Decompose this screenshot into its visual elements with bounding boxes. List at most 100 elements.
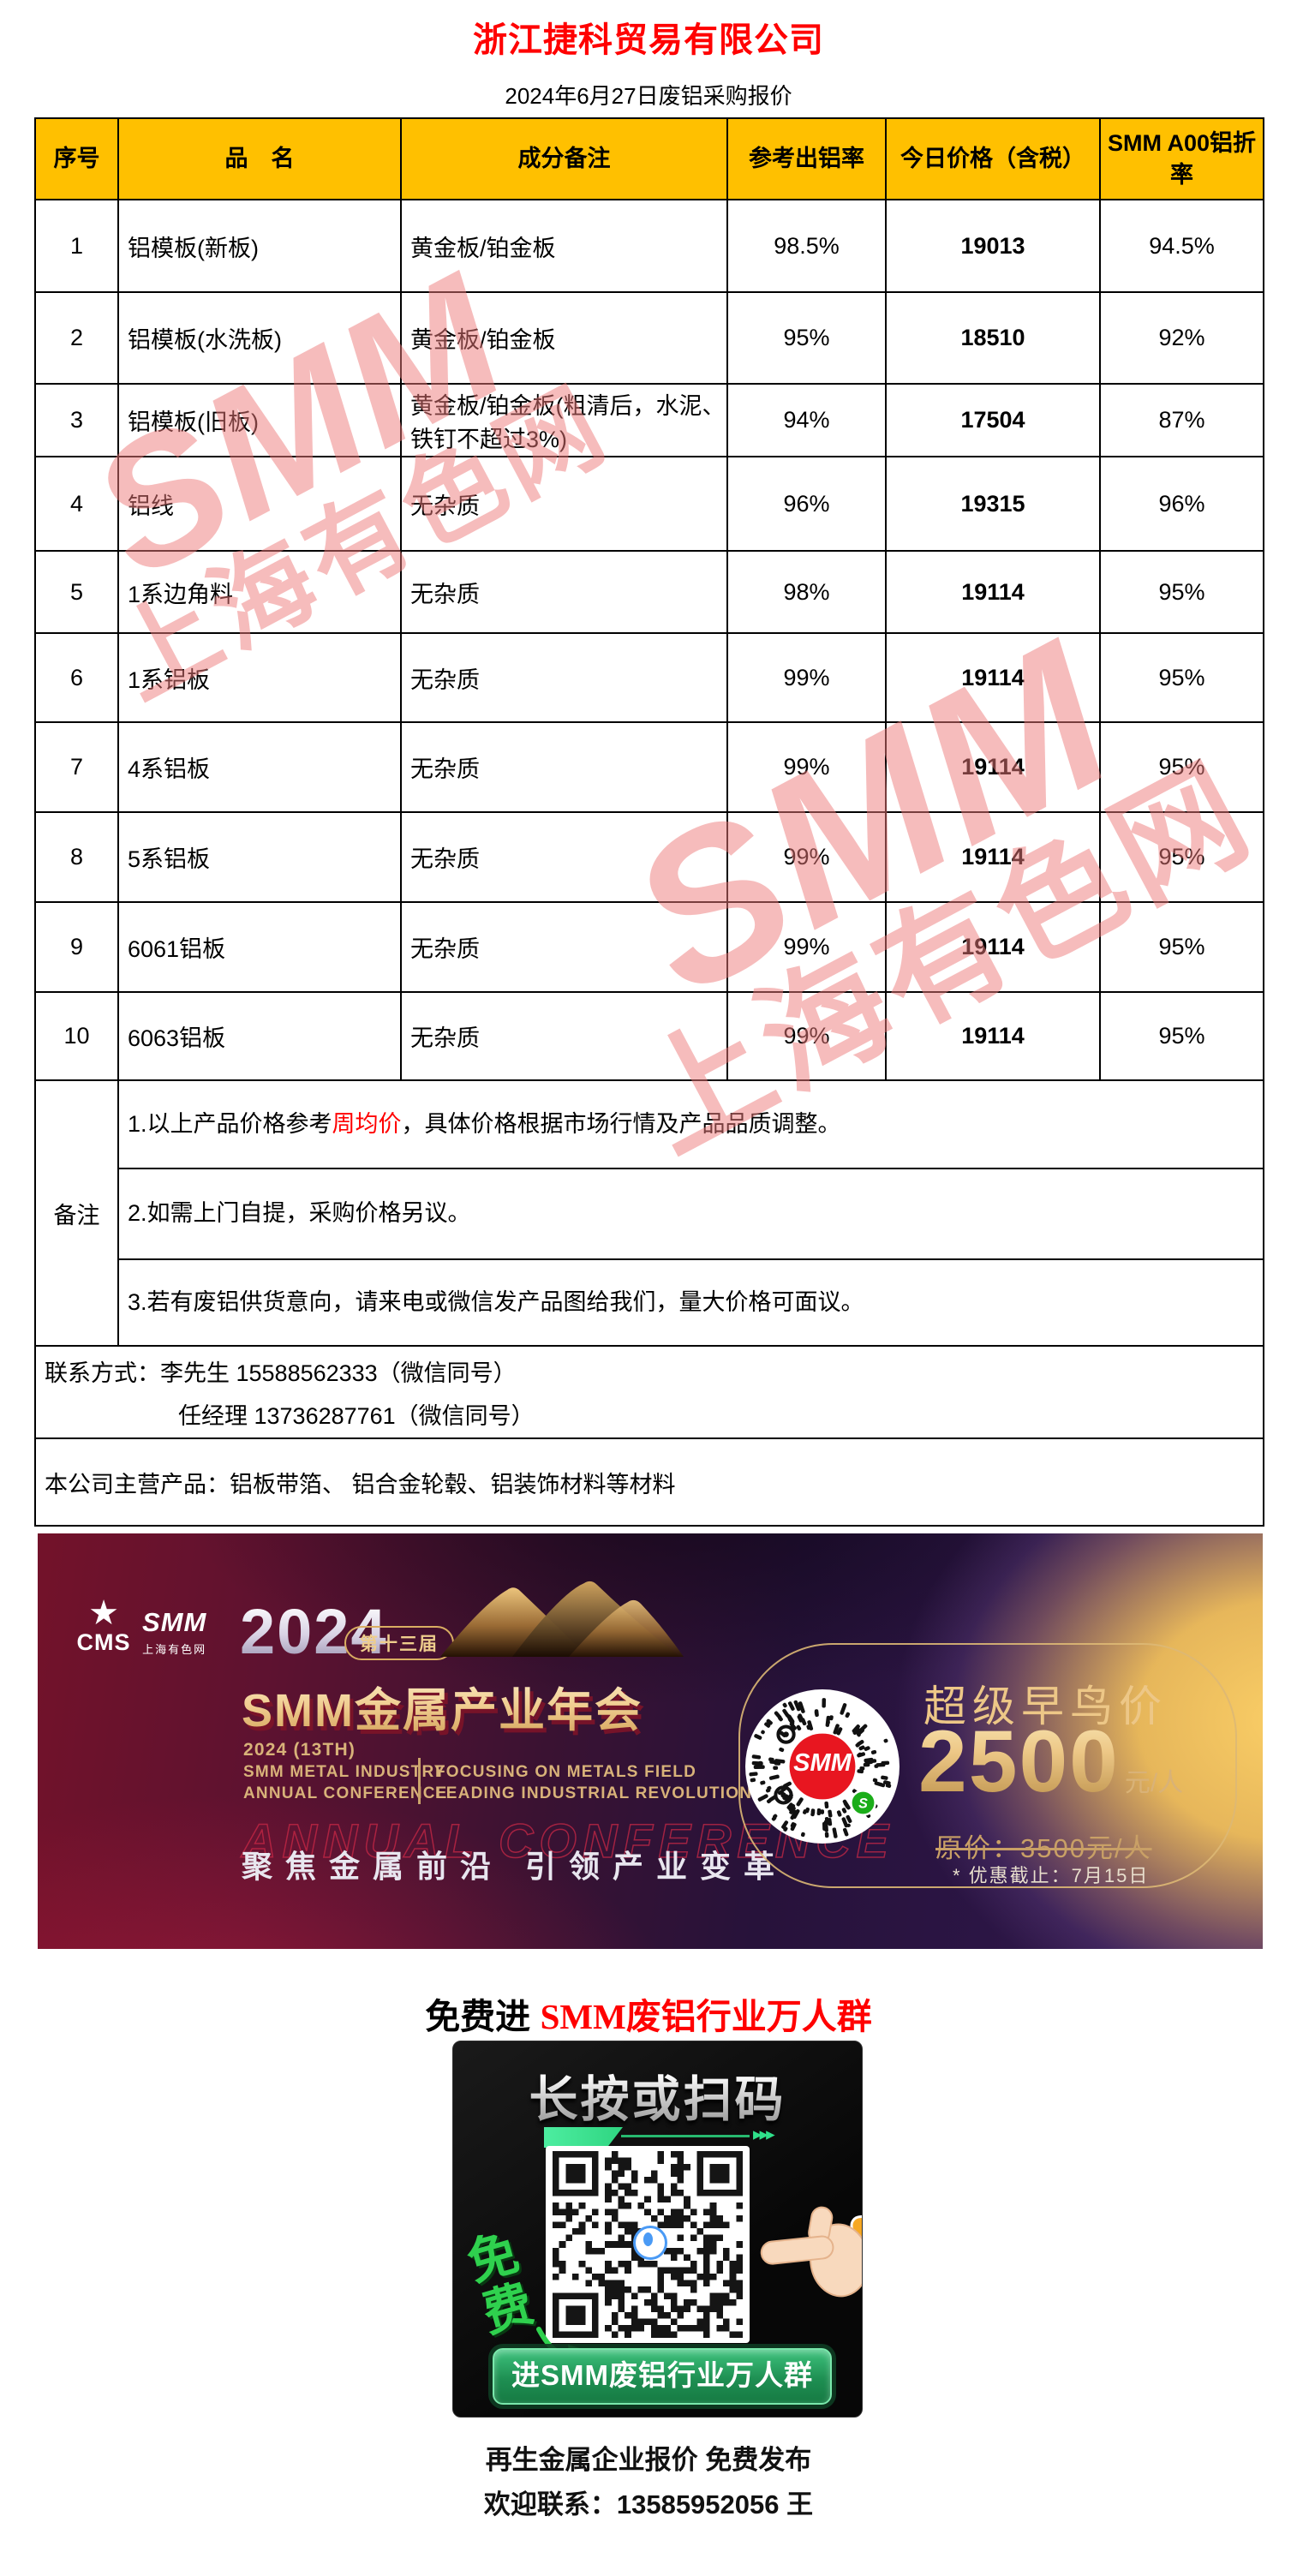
table-row: 6 1系铝板 无杂质 99% 19114 95% (34, 632, 1264, 723)
table-row: 5 1系边角料 无杂质 98% 19114 95% (34, 550, 1264, 634)
cell-smm: 95% (1099, 721, 1264, 813)
cell-rate: 99% (726, 991, 887, 1081)
cell-rate: 99% (726, 632, 887, 723)
contact-line-1: 联系方式：李先生 15588562333（微信同号） (45, 1360, 517, 1386)
cell-no: 10 (34, 991, 119, 1081)
qr-center-label: SMM (793, 1749, 852, 1777)
cell-note: 无杂质 (400, 991, 728, 1081)
svg-text:S: S (858, 1796, 868, 1812)
banner-year: 2024 (240, 1596, 388, 1667)
cell-price: 18510 (885, 291, 1101, 385)
page-subtitle: 2024年6月27日废铝采购报价 (505, 83, 792, 109)
banner-en-line3: FOCUSING ON METALS FIELD (435, 1763, 696, 1781)
cell-note: 无杂质 (400, 632, 728, 723)
deadline-note: * 优惠截止：7月15日 (953, 1865, 1150, 1886)
cell-name: 1系铝板 (117, 632, 402, 723)
join-heading-black: 免费进 (425, 1997, 541, 2036)
earlybird-label: 超级早鸟价 (923, 1682, 1168, 1730)
mountains-icon (440, 1581, 684, 1657)
remark-note-2: 2.如需上门自提，采购价格另议。 (117, 1168, 1264, 1260)
cell-name: 5系铝板 (117, 811, 402, 903)
cell-price: 17504 (885, 383, 1101, 457)
contact-row: 联系方式：李先生 15588562333（微信同号） 任经理 137362877… (34, 1345, 1264, 1439)
footer-line-1: 再生金属企业报价 免费发布 (485, 2445, 812, 2475)
pointing-hand-icon (760, 2206, 862, 2298)
cell-rate: 99% (726, 811, 887, 903)
cell-note: 无杂质 (400, 721, 728, 813)
cell-name: 4系铝板 (117, 721, 402, 813)
cell-smm: 95% (1099, 550, 1264, 634)
quote-table: 序号 品 名 成分备注 参考出铝率 今日价格（含税） SMM A00铝折率 1 … (34, 117, 1264, 1527)
cell-note: 无杂质 (400, 550, 728, 634)
table-row: 9 6061铝板 无杂质 99% 19114 95% (34, 901, 1264, 993)
join-qr-box: 长按或扫码 ▸▸▸ 免费 进SMM废铝行业万人群 (452, 2041, 863, 2418)
banner-subyear: 2024 (13TH) (243, 1740, 356, 1760)
smm-logo-text: SMM (142, 1607, 207, 1637)
cell-no: 8 (34, 811, 119, 903)
table-row: 8 5系铝板 无杂质 99% 19114 95% (34, 811, 1264, 903)
remark-row-2: 2.如需上门自提，采购价格另议。 (35, 1168, 1264, 1260)
footer-line-2: 欢迎联系：13585952056 王 (483, 2489, 814, 2519)
earlybird-card (738, 1643, 1237, 1888)
join-heading-red: SMM废铝行业万人群 (540, 1997, 872, 2036)
ribbon-decoration (544, 2127, 623, 2148)
chevron-arrows-icon: ▸▸▸ (753, 2125, 775, 2144)
cell-smm: 95% (1099, 991, 1264, 1081)
smm-logo: SMM 上海有色网 (142, 1607, 206, 1657)
col-header-no: 序号 (34, 117, 119, 200)
remark-row-3: 3.若有废铝供货意向，请来电或微信发产品图给我们，量大价格可面议。 (35, 1258, 1264, 1347)
cell-note: 无杂质 (400, 456, 728, 552)
banner-qr-code[interactable]: S SMM (745, 1689, 900, 1844)
free-label: 免费 (461, 2224, 540, 2343)
join-group-button[interactable]: 进SMM废铝行业万人群 (493, 2348, 832, 2405)
contact-cell: 联系方式：李先生 15588562333（微信同号） 任经理 137362877… (34, 1345, 1264, 1439)
cell-rate: 98% (726, 550, 887, 634)
cell-price: 19114 (885, 991, 1101, 1081)
products-row: 本公司主营产品：铝板带箔、 铝合金轮毂、铝装饰材料等材料 (34, 1437, 1264, 1527)
banner-en-line4: LEADING INDUSTRIAL REVOLUTION (435, 1784, 753, 1802)
cell-price: 19013 (885, 199, 1101, 293)
cell-no: 5 (34, 550, 119, 634)
remark-row-1: 备注 1.以上产品价格参考周均价，具体价格根据市场行情及产品品质调整。 (34, 1079, 1264, 1347)
cell-price: 19114 (885, 811, 1101, 903)
remark-note-1: 1.以上产品价格参考周均价，具体价格根据市场行情及产品品质调整。 (117, 1079, 1264, 1169)
wechat-qr-code[interactable] (546, 2146, 750, 2343)
original-price: 原价：3500元/人 (935, 1833, 1152, 1863)
star-icon: ★ (88, 1594, 119, 1632)
cell-price: 19315 (885, 456, 1101, 552)
cell-note: 黄金板/铂金板 (400, 291, 728, 385)
cell-name: 6061铝板 (117, 901, 402, 993)
cell-name: 铝线 (117, 456, 402, 552)
cell-rate: 99% (726, 901, 887, 993)
cell-no: 7 (34, 721, 119, 813)
col-header-smm: SMM A00铝折率 (1099, 117, 1264, 200)
cell-no: 6 (34, 632, 119, 723)
remark-note-3: 3.若有废铝供货意向，请来电或微信发产品图给我们，量大价格可面议。 (117, 1258, 1264, 1347)
cell-name: 6063铝板 (117, 991, 402, 1081)
cell-rate: 98.5% (726, 199, 887, 293)
table-row: 10 6063铝板 无杂质 99% 19114 95% (34, 991, 1264, 1081)
cell-smm: 87% (1099, 383, 1264, 457)
table-row: 3 铝模板(旧板) 黄金板/铂金板(粗清后，水泥、铁钉不超过3%) 94% 17… (34, 383, 1264, 457)
cell-smm: 95% (1099, 632, 1264, 723)
banner-slogan: 聚焦金属前沿 引领产业变革 (242, 1849, 788, 1884)
price-number: 2500 (918, 1712, 1120, 1810)
cell-smm: 95% (1099, 901, 1264, 993)
table-header-row: 序号 品 名 成分备注 参考出铝率 今日价格（含税） SMM A00铝折率 (34, 117, 1264, 200)
cell-name: 铝模板(旧板) (117, 383, 402, 457)
ribbon-line (621, 2135, 750, 2137)
page-title: 浙江捷科贸易有限公司 (473, 21, 824, 59)
cell-no: 9 (34, 901, 119, 993)
table-row: 7 4系铝板 无杂质 99% 19114 95% (34, 721, 1264, 813)
cell-note: 无杂质 (400, 811, 728, 903)
remark-note-1-highlight: 周均价 (332, 1110, 402, 1137)
col-header-note: 成分备注 (400, 117, 728, 200)
banner-title: SMM金属产业年会 (242, 1672, 643, 1740)
cell-no: 4 (34, 456, 119, 552)
remark-note-1-prefix: 1.以上产品价格参考 (128, 1110, 332, 1137)
cell-rate: 95% (726, 291, 887, 385)
cell-rate: 99% (726, 721, 887, 813)
cms-logo-text: CMS (76, 1629, 131, 1655)
cell-rate: 96% (726, 456, 887, 552)
cell-note: 黄金板/铂金板 (400, 199, 728, 293)
